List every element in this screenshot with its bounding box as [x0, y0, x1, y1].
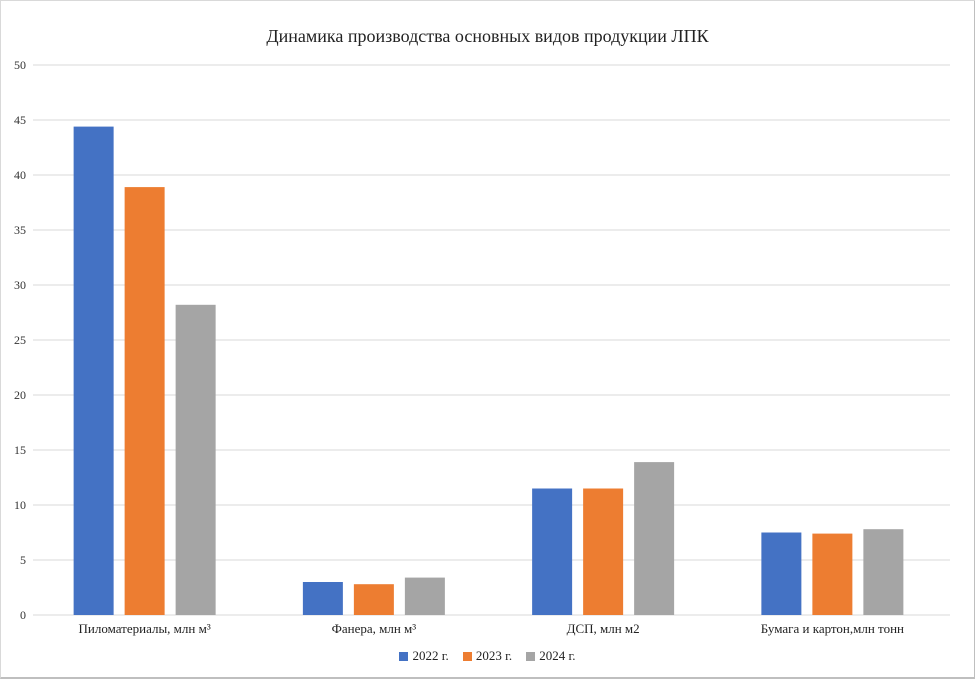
y-tick-label: 35 — [14, 223, 26, 237]
bar-2023-2 — [583, 488, 624, 615]
y-tick-label: 5 — [20, 553, 26, 567]
legend-swatch — [399, 651, 409, 661]
y-tick-label: 50 — [14, 58, 26, 72]
bar-2022-2 — [532, 488, 573, 615]
y-tick-label: 20 — [14, 388, 26, 402]
category-label: ДСП, млн м2 — [567, 621, 640, 636]
legend-item: 2024 г. — [526, 648, 576, 664]
bar-2024-1 — [404, 577, 445, 615]
category-label: Фанера, млн м³ — [332, 621, 417, 636]
bar-2022-3 — [761, 532, 802, 615]
bar-2024-0 — [175, 304, 216, 615]
legend: 2022 г. 2023 г. 2024 г. — [0, 648, 975, 664]
bar-2024-2 — [634, 462, 675, 615]
y-tick-label: 40 — [14, 168, 26, 182]
legend-item: 2023 г. — [462, 648, 513, 664]
legend-swatch — [462, 651, 472, 661]
legend-label: 2022 г. — [412, 648, 449, 663]
legend-item: 2022 г. — [399, 648, 449, 664]
legend-label: 2023 г. — [475, 648, 513, 663]
y-tick-label: 30 — [14, 278, 26, 292]
bar-2023-0 — [124, 187, 165, 615]
y-tick-label: 25 — [14, 333, 26, 347]
bar-2022-1 — [302, 582, 343, 615]
category-label: Пиломатериалы, млн м³ — [79, 621, 211, 636]
bar-2023-1 — [353, 584, 394, 615]
legend-swatch — [526, 651, 536, 661]
y-tick-label: 0 — [20, 608, 26, 622]
bar-2023-3 — [812, 533, 853, 615]
category-label: Бумага и картон,млн тонн — [761, 621, 904, 636]
legend-label: 2024 г. — [539, 648, 576, 663]
bar-2022-0 — [73, 126, 114, 615]
y-tick-label: 15 — [14, 443, 26, 457]
chart-title: Динамика производства основных видов про… — [266, 26, 709, 46]
y-tick-label: 45 — [14, 113, 26, 127]
bar-2024-3 — [863, 529, 904, 615]
y-tick-label: 10 — [14, 498, 26, 512]
